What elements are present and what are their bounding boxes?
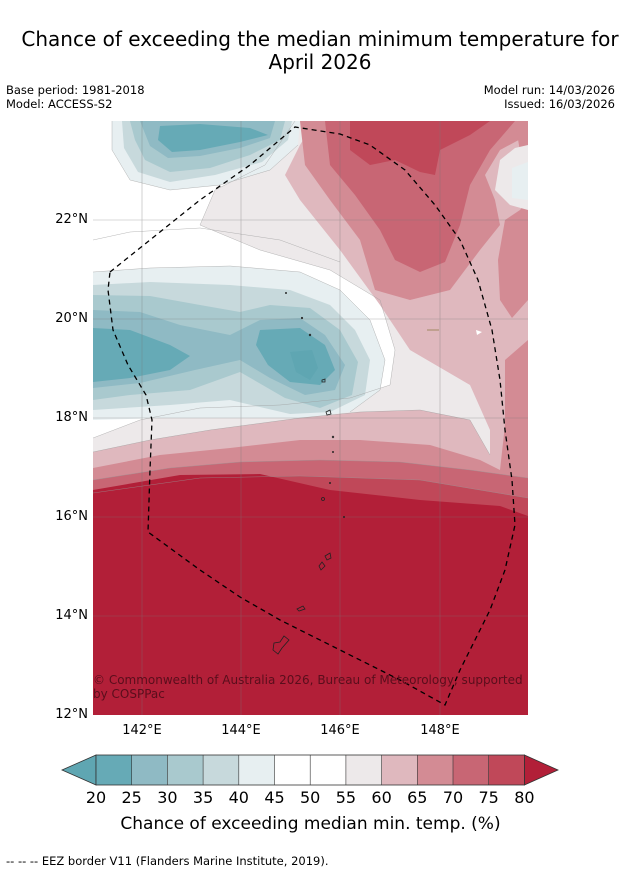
map-title: Chance of exceeding the median minimum t… — [0, 28, 621, 74]
colorbar-high-extension — [524, 754, 559, 786]
cb-tick-35: 35 — [192, 788, 214, 807]
title-line-1: Chance of exceeding the median minimum t… — [21, 27, 619, 51]
cb-seg-35 — [203, 755, 239, 785]
cb-tick-30: 30 — [157, 788, 178, 807]
colorbar — [61, 754, 559, 786]
band-45-east — [512, 162, 528, 200]
lon-label-146: 146°E — [320, 723, 360, 738]
cb-tick-55: 55 — [335, 788, 357, 807]
cool-north-25 — [158, 124, 268, 152]
cb-tick-20: 20 — [85, 788, 107, 807]
meta-left: Base period: 1981-2018 Model: ACCESS-S2 — [6, 83, 145, 111]
copyright-notice: © Commonwealth of Australia 2026, Bureau… — [93, 673, 523, 701]
cb-seg-55 — [345, 755, 382, 785]
cool-west-20 — [290, 350, 318, 380]
lon-label-148: 148°E — [420, 723, 460, 738]
meta-right: Model run: 14/03/2026 Issued: 16/03/2026 — [484, 83, 615, 111]
eez-border — [107, 126, 516, 706]
model-run: Model run: 14/03/2026 — [483, 83, 615, 97]
lat-label-14: 14°N — [55, 608, 88, 623]
island-marker — [427, 329, 439, 331]
lat-label-22: 22°N — [55, 212, 88, 227]
cb-tick-45: 45 — [264, 788, 285, 807]
band-70-east — [498, 121, 528, 318]
lat-label-16: 16°N — [55, 509, 88, 524]
cb-tick-50: 50 — [300, 788, 321, 807]
cb-seg-20 — [96, 755, 132, 785]
cb-tick-70: 70 — [442, 788, 464, 807]
lat-label-12: 12°N — [55, 707, 88, 722]
cb-tick-25: 25 — [121, 788, 142, 807]
cb-tick-40: 40 — [228, 788, 249, 807]
cb-seg-45 — [274, 755, 311, 785]
cb-seg-50 — [310, 755, 346, 785]
band-80-north — [350, 121, 490, 175]
lon-label-142: 142°E — [122, 723, 162, 738]
cb-seg-70 — [453, 755, 489, 785]
islands — [272, 291, 345, 655]
colorbar-label: Chance of exceeding median min. temp. (%… — [120, 814, 501, 834]
cb-seg-25 — [131, 755, 168, 785]
lat-label-20: 20°N — [55, 311, 88, 326]
map-area — [93, 121, 528, 715]
cb-seg-60 — [381, 755, 418, 785]
island-white — [476, 330, 482, 335]
lon-label-144: 144°E — [221, 723, 261, 738]
lat-label-18: 18°N — [55, 410, 88, 425]
cb-tick-65: 65 — [407, 788, 428, 807]
cb-seg-30 — [167, 755, 204, 785]
band-85 — [93, 474, 528, 715]
model-name: Model: ACCESS-S2 — [6, 97, 113, 111]
cb-seg-75 — [488, 755, 525, 785]
gridlines — [93, 121, 528, 715]
eez-legend-footer: -- -- -- EEZ border V11 (Flanders Marine… — [6, 854, 329, 868]
cb-tick-60: 60 — [371, 788, 392, 807]
issued-date: Issued: 16/03/2026 — [504, 97, 615, 111]
cb-tick-75: 75 — [478, 788, 499, 807]
base-period: Base period: 1981-2018 — [6, 83, 145, 97]
cb-seg-65 — [417, 755, 453, 785]
colorbar-low-extension — [61, 754, 97, 786]
title-line-2: April 2026 — [268, 50, 372, 74]
cb-seg-40 — [238, 755, 275, 785]
cb-tick-80: 80 — [514, 788, 535, 807]
cool-west-25 — [93, 328, 190, 382]
